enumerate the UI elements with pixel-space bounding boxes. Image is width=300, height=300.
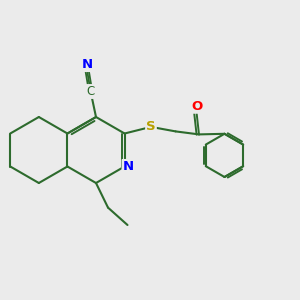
Text: S: S: [146, 120, 156, 134]
Text: C: C: [86, 85, 95, 98]
Text: N: N: [81, 58, 93, 71]
Text: O: O: [191, 100, 202, 113]
Text: N: N: [123, 160, 134, 173]
